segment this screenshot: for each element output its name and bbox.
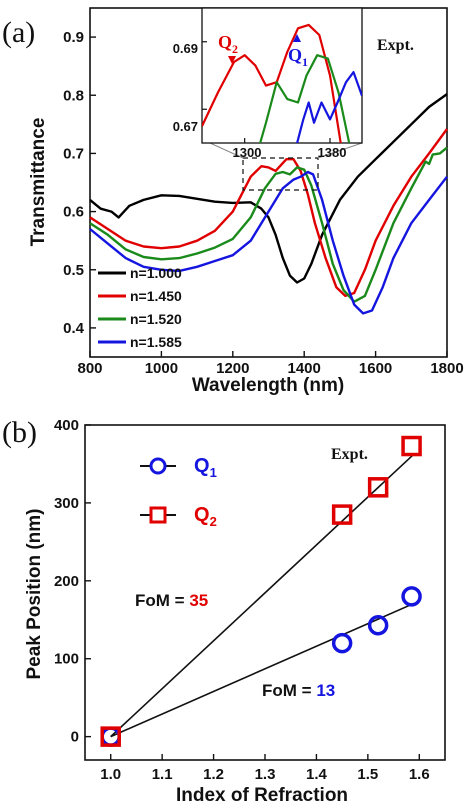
inset-label-q2-main: Q — [218, 32, 232, 52]
panel-a-xtick-label: 1600 — [359, 360, 392, 377]
inset-zoom-region — [242, 157, 319, 191]
q2-data-point — [100, 726, 121, 747]
panel-b-expt-annotation: Expt. — [331, 446, 368, 463]
panel-a-legend: n=1.000 n=1.450 n=1.520 n=1.585 — [98, 265, 182, 350]
fom-q1-value: 13 — [316, 681, 335, 700]
inset-label-q2: Q2 — [218, 32, 238, 56]
inset-arrow-q1 — [293, 34, 301, 42]
fom-q2-value: 35 — [189, 591, 208, 610]
legend-q1-circle-marker — [149, 457, 167, 475]
legend-q2-label-main: Q — [194, 504, 210, 526]
panel-a-xtick-label: 1200 — [216, 360, 249, 377]
inset-connector-left — [209, 142, 244, 159]
legend-q2-label-sub: 2 — [210, 514, 217, 529]
inset-frame — [201, 7, 363, 144]
panel-a-ytick-label: 0.4 — [63, 320, 85, 337]
inset-label-q2-sub: 2 — [232, 42, 238, 56]
panel-b-ylabel: Peak Position (nm) — [24, 508, 45, 679]
panel-b-fit-line-2 — [110, 602, 415, 738]
panel-a-ylabel: Transmittance — [28, 118, 49, 247]
panel-b-ytick-label: 200 — [54, 573, 79, 590]
inset-label-q1: Q1 — [288, 45, 308, 69]
inset-chart: 0.69 0.67 1300 1380 Q2 Q1 — [173, 7, 363, 160]
panel-b-xtick-label: 1.3 — [255, 766, 276, 783]
fom-q1-prefix: FoM = — [262, 681, 316, 700]
legend-q1-label-sub: 1 — [210, 465, 217, 480]
inset-xtick-label: 1300 — [233, 145, 262, 160]
panel-b-fit-line-1 — [110, 453, 415, 738]
panel-b-xtick-label: 1.6 — [409, 766, 430, 783]
panel-a-xtick-label: 800 — [77, 360, 102, 377]
panel-b-xtick-label: 1.4 — [306, 766, 328, 783]
panel-a-series-n1520 — [89, 146, 448, 303]
q2-data-point — [401, 435, 422, 457]
panel-b-letter: (b) — [2, 416, 37, 449]
panel-b-xtick-label: 1.0 — [100, 766, 121, 783]
inset-arrow-q2 — [228, 56, 236, 64]
inset-ytick-label: 0.69 — [173, 41, 198, 56]
panel-b-ytick-label: 100 — [54, 651, 79, 668]
panel-b-legend: Q1 Q2 — [140, 455, 217, 529]
panel-a-letter: (a) — [2, 16, 35, 49]
inset-label-q1-sub: 1 — [302, 55, 308, 69]
fom-q2-prefix: FoM = — [135, 591, 189, 610]
panel-a-xtick-label: 1400 — [288, 360, 321, 377]
panel-b-xtick-label: 1.2 — [203, 766, 224, 783]
q1-data-point — [331, 632, 353, 654]
inset-series-n1585 — [295, 71, 362, 143]
panel-a-ytick-label: 0.8 — [63, 87, 84, 104]
panel-a-ytick-label: 0.9 — [63, 29, 84, 46]
inset-connector-right — [317, 142, 363, 159]
fom-annotation-q1: FoM = 13 — [262, 681, 335, 700]
panel-a-xtick-label: 1800 — [430, 360, 463, 377]
legend-label-n1520: n=1.520 — [130, 311, 182, 327]
inset-ytick-label: 0.67 — [173, 119, 198, 134]
panel-b-xlabel: Index of Refraction — [176, 785, 348, 806]
panel-a-series-n1585 — [89, 170, 448, 315]
q2-data-point — [367, 477, 389, 498]
panel-a-xlabel: Wavelength (nm) — [192, 375, 344, 396]
panel-a-series-n1450 — [89, 128, 448, 298]
legend-q2-label: Q2 — [194, 504, 217, 529]
panel-b-ytick-label: 0 — [71, 729, 79, 746]
panel-b-ytick-label: 300 — [54, 495, 79, 512]
legend-label-n1000: n=1.000 — [130, 265, 182, 281]
q2-data-point — [331, 504, 353, 525]
panel-a-xtick-label: 1000 — [145, 360, 178, 377]
panel-b-chart: Peak Position (nm) Index of Refraction E… — [24, 417, 446, 806]
legend-q2-square-marker — [149, 506, 167, 524]
legend-q1-label-main: Q — [194, 455, 210, 477]
q1-data-point — [367, 614, 389, 636]
panel-b-ytick-label: 400 — [54, 417, 79, 434]
inset-series-n1520 — [259, 54, 351, 143]
panel-a-ytick-label: 0.6 — [63, 204, 84, 221]
q1-data-point — [401, 586, 422, 607]
panel-b-xtick-label: 1.1 — [152, 766, 173, 783]
legend-label-n1585: n=1.585 — [130, 334, 182, 350]
legend-label-n1450: n=1.450 — [130, 288, 182, 304]
panel-b-xtick-label: 1.5 — [357, 766, 378, 783]
panel-a-chart: Transmittance Wavelength (nm) Expt. 800 … — [28, 7, 464, 396]
panel-a-series-n1000 — [89, 93, 448, 284]
legend-q1-label: Q1 — [194, 455, 217, 480]
panel-a-ytick-label: 0.5 — [63, 262, 84, 279]
panel-a-ytick-label: 0.7 — [63, 145, 84, 162]
inset-xtick-label: 1380 — [318, 145, 347, 160]
inset-label-q1-main: Q — [288, 45, 302, 65]
fom-annotation-q2: FoM = 35 — [135, 591, 208, 610]
panel-a-expt-annotation: Expt. — [377, 37, 414, 54]
